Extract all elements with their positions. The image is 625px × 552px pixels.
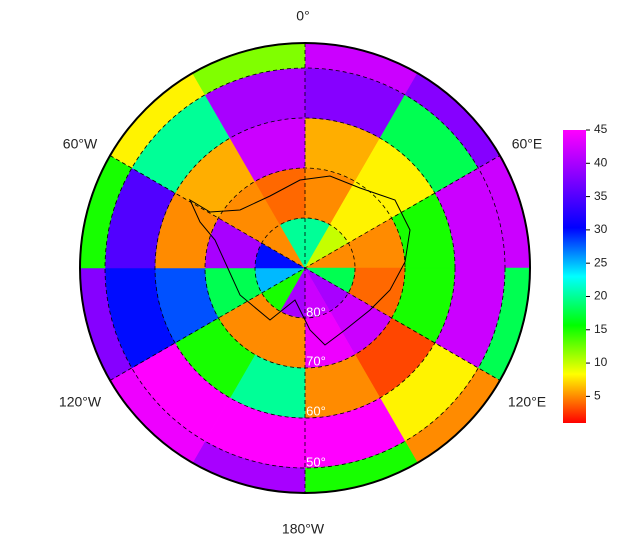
- colorbar-label: 15: [594, 322, 608, 336]
- map-border: [79, 42, 531, 494]
- colorbar-label: 35: [594, 189, 608, 203]
- lon-label: 60°E: [512, 136, 543, 152]
- coastline: [188, 175, 411, 346]
- lat-label: 50°: [306, 454, 326, 469]
- lat-label: 70°: [306, 353, 326, 368]
- colorbar-label: 45: [594, 122, 608, 136]
- colorbar-label: 20: [594, 289, 608, 303]
- lon-label: 60°W: [63, 136, 98, 152]
- lat-label: 80°: [306, 304, 326, 319]
- lon-label: 120°E: [508, 394, 546, 410]
- colorbar-label: 10: [594, 355, 608, 369]
- heatmap: [80, 43, 530, 493]
- colorbar-ramp: [563, 130, 586, 423]
- lat-label: 60°: [306, 403, 326, 418]
- lon-label: 0°: [296, 8, 309, 24]
- colorbar-label: 5: [594, 389, 601, 403]
- lon-label: 120°W: [59, 394, 102, 410]
- colorbar-label: 40: [594, 155, 608, 169]
- colorbar-label: 30: [594, 222, 608, 236]
- colorbar-label: 25: [594, 255, 608, 269]
- lon-label: 180°W: [282, 521, 325, 537]
- graticule: [104, 43, 506, 493]
- colorbar: 5 10 15 20 25 30 35 40 45: [563, 122, 608, 423]
